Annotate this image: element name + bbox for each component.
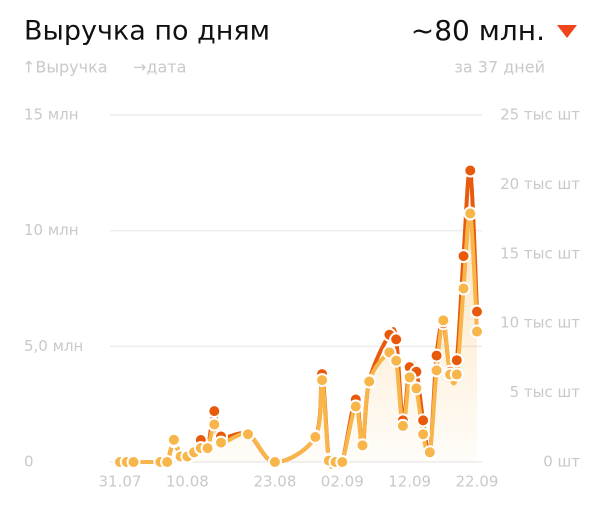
point [166, 432, 181, 447]
point [429, 348, 444, 363]
area [120, 212, 477, 468]
point [308, 430, 323, 445]
y-tick-label: 15 млн [24, 106, 79, 124]
point [449, 353, 464, 368]
x-axis-label: →дата [133, 58, 186, 77]
point [200, 441, 215, 456]
point [422, 445, 437, 460]
point [409, 381, 424, 396]
point [207, 417, 222, 432]
down-icon [557, 25, 577, 38]
y-tick-label: 5,0 млн [24, 337, 83, 355]
point [207, 404, 222, 419]
y-tick-label: 10 млн [24, 221, 79, 239]
point [449, 367, 464, 382]
y2-tick-label: 10 тыс шт [500, 314, 580, 332]
chart-title: Выручка по дням [24, 16, 270, 47]
point [402, 370, 417, 385]
point [240, 427, 255, 442]
point [214, 435, 229, 450]
point [160, 455, 175, 469]
point [348, 399, 363, 414]
point [315, 373, 330, 388]
y-tick-label: 0 [24, 453, 34, 471]
point [470, 304, 484, 319]
subtitle: за 37 дней [454, 58, 545, 77]
x-tick-label: 02.09 [321, 473, 364, 491]
x-tick-label: 22.09 [456, 473, 499, 491]
y-axis-label: ↑Выручка [22, 58, 108, 77]
x-tick-label: 23.08 [253, 473, 296, 491]
point [456, 281, 471, 296]
y2-tick-label: 15 тыс шт [500, 244, 580, 262]
x-tick-label: 10.08 [166, 473, 209, 491]
y2-tick-label: 20 тыс шт [500, 175, 580, 193]
point [429, 363, 444, 378]
total: ~80 млн. [411, 14, 545, 47]
point [470, 324, 484, 339]
point [416, 427, 431, 442]
point [389, 332, 404, 347]
point [463, 206, 478, 221]
point [416, 413, 431, 428]
x-tick-label: 31.07 [99, 473, 142, 491]
point [355, 438, 370, 453]
point [436, 313, 451, 328]
y2-tick-label: 0 шт [543, 453, 580, 471]
point [463, 163, 478, 178]
point [335, 455, 350, 469]
point [456, 249, 471, 264]
y2-tick-label: 5 тыс шт [510, 383, 581, 401]
point [267, 455, 282, 469]
y2-tick-label: 25 тыс шт [500, 106, 580, 124]
x-tick-label: 12.09 [388, 473, 431, 491]
point [126, 455, 141, 469]
point [395, 418, 410, 433]
point [362, 374, 377, 389]
point [389, 353, 404, 368]
